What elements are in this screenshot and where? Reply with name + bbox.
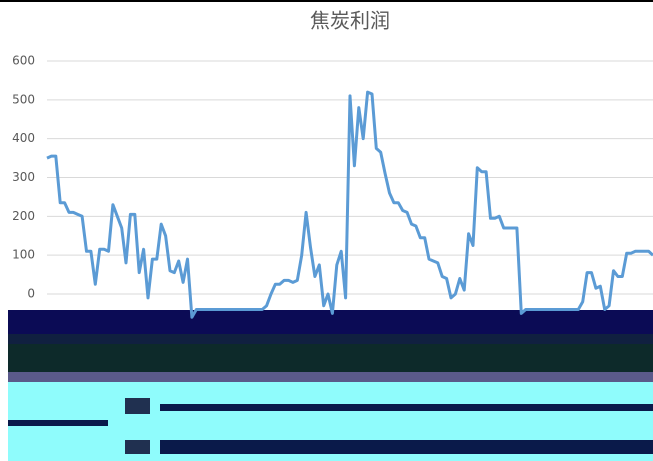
y-tick-label: 100 [12,248,35,262]
noise-band [8,334,653,344]
corrupted-area [8,310,653,461]
data-line [46,90,653,319]
noise-band [8,372,653,382]
chart-title: 焦炭利润 [310,9,390,33]
noise-band [8,310,653,334]
y-tick-label: 400 [12,131,35,145]
noise-band [125,440,150,454]
y-tick-label: 0 [27,287,35,301]
y-tick-label: 200 [12,209,35,223]
noise-band [8,420,108,426]
y-tick-label: 500 [12,92,35,106]
noise-band [160,404,653,411]
noise-band [8,344,653,372]
noise-band [160,440,653,454]
noise-band [125,398,150,414]
y-tick-label: 600 [12,54,35,68]
y-tick-label: 300 [12,170,35,184]
